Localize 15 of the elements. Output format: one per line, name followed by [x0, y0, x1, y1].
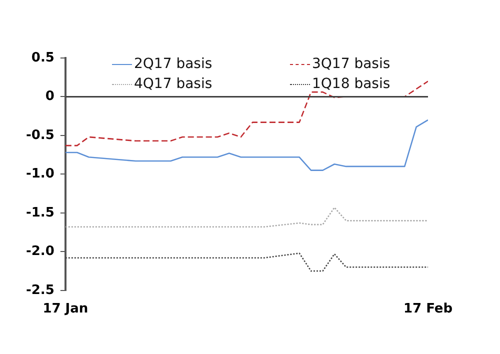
- x-tick-label: 17 Feb: [403, 302, 453, 317]
- x-tick-label: 17 Jan: [42, 302, 88, 317]
- y-tick-label: -1.5: [26, 205, 54, 220]
- y-tick-label: 0: [45, 89, 54, 104]
- line-series: [65, 252, 428, 272]
- y-tick-label: -0.5: [26, 128, 54, 143]
- y-tick-label: -2.5: [26, 282, 54, 298]
- y-tick-label: -1.0: [26, 166, 54, 182]
- legend-label: 3Q17 basis: [312, 56, 390, 72]
- line-series: [65, 206, 428, 228]
- y-tick-label: 0.5: [31, 50, 54, 66]
- legend-label: 4Q17 basis: [134, 76, 212, 92]
- legend-label: 1Q18 basis: [312, 76, 390, 92]
- legend-label: 2Q17 basis: [134, 56, 212, 72]
- y-tick-label: -2.0: [26, 244, 54, 260]
